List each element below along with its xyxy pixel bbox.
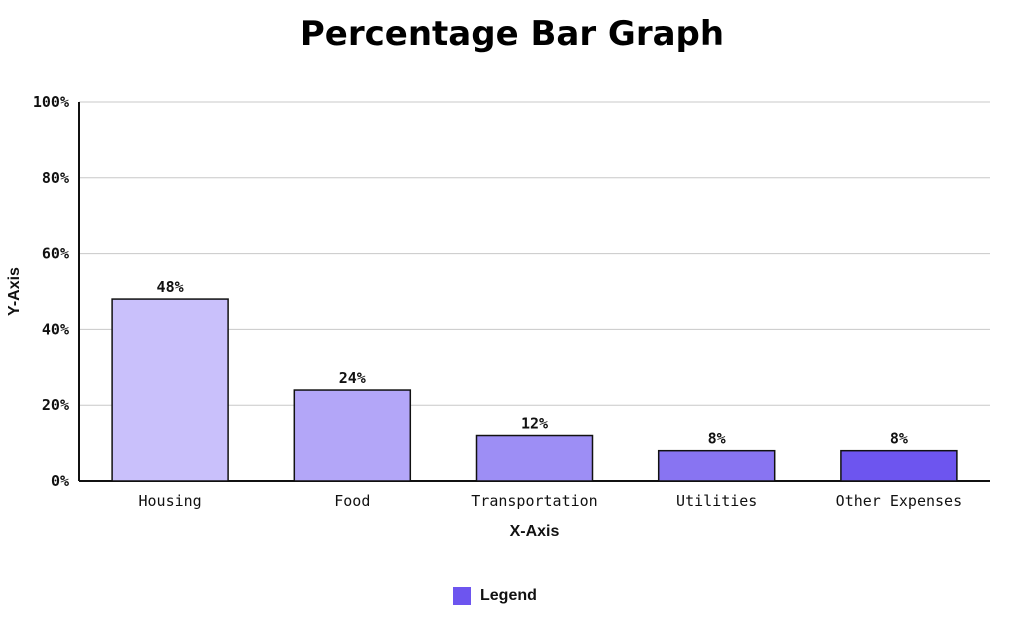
bar [111, 298, 229, 482]
legend-label: Legend [480, 587, 537, 604]
data-label: 8% [890, 430, 908, 448]
data-label: 24% [339, 369, 366, 387]
data-label: 8% [708, 430, 726, 448]
x-tick-label: Food [334, 492, 370, 510]
chart-title: Percentage Bar Graph [299, 14, 725, 54]
bar [475, 434, 594, 482]
y-tick-label: 60% [42, 245, 69, 263]
x-tick-label: Other Expenses [836, 492, 962, 510]
x-axis-title: X-Axis [510, 523, 560, 540]
bar [657, 449, 776, 482]
y-tick-label: 0% [51, 472, 69, 490]
bar [840, 449, 958, 482]
y-tick-label: 20% [42, 396, 69, 414]
y-tick-label: 80% [42, 169, 69, 187]
x-tick-label: Transportation [471, 492, 597, 510]
y-tick-label: 100% [33, 93, 69, 111]
y-tick-label: 40% [42, 320, 69, 338]
x-tick-label: Housing [138, 492, 201, 510]
y-axis-title: Y-Axis [6, 267, 23, 316]
legend: Legend [453, 587, 537, 605]
data-label: 12% [521, 415, 548, 433]
x-tick-label: Utilities [676, 492, 757, 510]
bar [293, 389, 412, 482]
legend-swatch [453, 587, 471, 605]
data-label: 48% [157, 278, 184, 296]
